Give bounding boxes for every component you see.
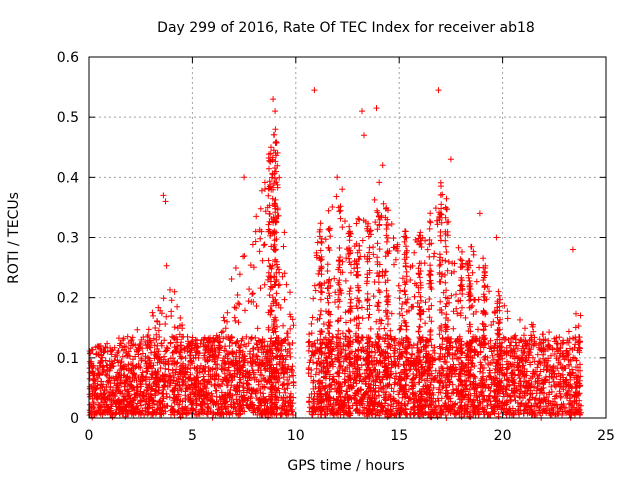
axis-ticks: 0 5 10 15 20 25 0 0.1 0.2 0.3 0.4 0.5 0.6 (57, 50, 615, 444)
y-tick-label: 0.1 (57, 351, 79, 367)
data-points (86, 87, 584, 421)
x-tick-label: 25 (597, 428, 615, 444)
y-axis-label: ROTI / TECUs (6, 192, 22, 284)
x-tick-label: 10 (287, 428, 305, 444)
y-tick-label: 0.6 (57, 50, 79, 66)
scatter-markers (86, 87, 584, 421)
x-tick-label: 0 (85, 428, 94, 444)
y-tick-label: 0.2 (57, 291, 79, 307)
y-tick-label: 0.4 (57, 170, 79, 186)
x-axis-label: GPS time / hours (287, 458, 404, 474)
x-tick-label: 20 (494, 428, 512, 444)
y-tick-label: 0 (70, 411, 79, 427)
y-tick-label: 0.3 (57, 231, 79, 247)
chart-title: Day 299 of 2016, Rate Of TEC Index for r… (157, 20, 535, 36)
y-tick-label: 0.5 (57, 110, 79, 126)
x-tick-label: 15 (390, 428, 408, 444)
grid-lines (89, 57, 606, 418)
x-tick-label: 5 (188, 428, 197, 444)
